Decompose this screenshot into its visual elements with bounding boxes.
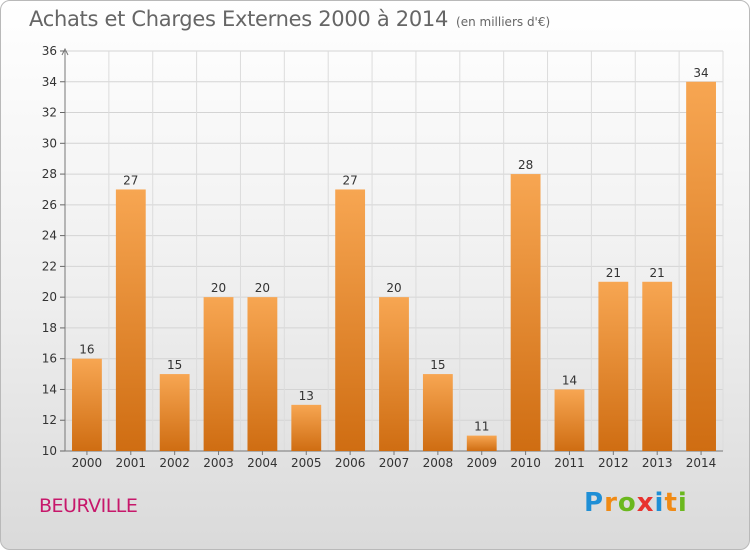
bars bbox=[72, 81, 716, 452]
data-label: 15 bbox=[167, 358, 182, 372]
bar bbox=[466, 435, 497, 451]
y-axis-arrow bbox=[61, 47, 69, 56]
labels: 10 12 14 16 18 20 22 24 26 28 30 32 34 36 16 2000 27 2001… bbox=[42, 44, 717, 470]
unit-note: (en milliers d'€) bbox=[456, 15, 551, 29]
y-tick-label: 30 bbox=[42, 136, 57, 150]
data-label: 21 bbox=[606, 266, 621, 280]
data-label: 20 bbox=[211, 281, 226, 295]
x-tick-label: 2013 bbox=[642, 456, 673, 470]
y-tick-label: 16 bbox=[42, 352, 57, 366]
x-tick-label: 2006 bbox=[335, 456, 366, 470]
y-tick-label: 26 bbox=[42, 198, 57, 212]
data-label: 20 bbox=[386, 281, 401, 295]
x-tick-label: 2010 bbox=[510, 456, 541, 470]
bar bbox=[422, 374, 453, 451]
bar bbox=[247, 297, 278, 451]
title-text: Achats et Charges Externes 2000 à 2014 bbox=[29, 7, 449, 31]
bar bbox=[379, 297, 409, 451]
x-tick-label: 2012 bbox=[598, 456, 629, 470]
bar bbox=[335, 189, 366, 451]
data-label: 21 bbox=[650, 266, 665, 280]
x-tick-label: 2014 bbox=[686, 456, 717, 470]
bar bbox=[115, 189, 146, 451]
y-tick-label: 28 bbox=[42, 167, 57, 181]
x-tick-label: 2007 bbox=[379, 456, 410, 470]
logo-letter: x bbox=[636, 488, 655, 518]
data-label: 15 bbox=[430, 358, 445, 372]
data-label: 20 bbox=[255, 281, 270, 295]
data-label: 14 bbox=[562, 373, 577, 387]
data-label: 27 bbox=[123, 173, 138, 187]
x-tick-label: 2004 bbox=[247, 456, 278, 470]
logo-letter: i bbox=[654, 488, 665, 518]
x-tick-label: 2009 bbox=[466, 456, 497, 470]
bar bbox=[554, 389, 585, 451]
x-tick-label: 2002 bbox=[159, 456, 190, 470]
x-tick-label: 2000 bbox=[72, 456, 103, 470]
proxiti-logo: Proxiti bbox=[584, 488, 688, 518]
y-tick-label: 14 bbox=[42, 382, 57, 396]
x-tick-label: 2001 bbox=[116, 456, 147, 470]
x-tick-label: 2008 bbox=[423, 456, 454, 470]
data-label: 13 bbox=[299, 389, 314, 403]
y-tick-label: 22 bbox=[42, 259, 57, 273]
data-label: 28 bbox=[518, 158, 533, 172]
bar bbox=[72, 358, 102, 451]
bar bbox=[203, 297, 234, 451]
bar bbox=[159, 374, 190, 451]
y-tick-label: 20 bbox=[42, 290, 57, 304]
y-tick-label: 24 bbox=[42, 229, 57, 243]
bar bbox=[291, 404, 322, 451]
y-tick-label: 36 bbox=[42, 44, 57, 58]
data-label: 16 bbox=[79, 343, 94, 357]
y-tick-label: 10 bbox=[42, 444, 57, 458]
logo-letter: t bbox=[664, 488, 678, 518]
logo-letter: P bbox=[584, 488, 605, 518]
data-label: 27 bbox=[342, 173, 357, 187]
bar bbox=[642, 281, 673, 451]
data-label: 11 bbox=[474, 420, 489, 434]
logo-letter: r bbox=[604, 488, 618, 518]
logo-letter: i bbox=[677, 488, 688, 518]
y-tick-label: 32 bbox=[42, 106, 57, 120]
x-tick-label: 2011 bbox=[554, 456, 585, 470]
x-tick-label: 2005 bbox=[291, 456, 322, 470]
y-tick-label: 12 bbox=[42, 413, 57, 427]
bar bbox=[598, 281, 629, 451]
logo-letter: o bbox=[617, 488, 637, 518]
x-tick-label: 2003 bbox=[203, 456, 234, 470]
commune-name: BEURVILLE bbox=[39, 495, 138, 517]
data-label: 34 bbox=[693, 66, 708, 80]
chart-title: Achats et Charges Externes 2000 à 2014 (e… bbox=[29, 7, 550, 31]
y-tick-label: 34 bbox=[42, 75, 57, 89]
bar bbox=[686, 81, 716, 452]
y-tick-label: 18 bbox=[42, 321, 57, 335]
bar bbox=[510, 174, 541, 452]
